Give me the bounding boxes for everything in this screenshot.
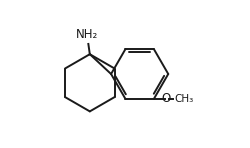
Text: O: O: [162, 92, 171, 105]
Text: CH₃: CH₃: [174, 94, 194, 104]
Text: NH₂: NH₂: [76, 28, 98, 41]
